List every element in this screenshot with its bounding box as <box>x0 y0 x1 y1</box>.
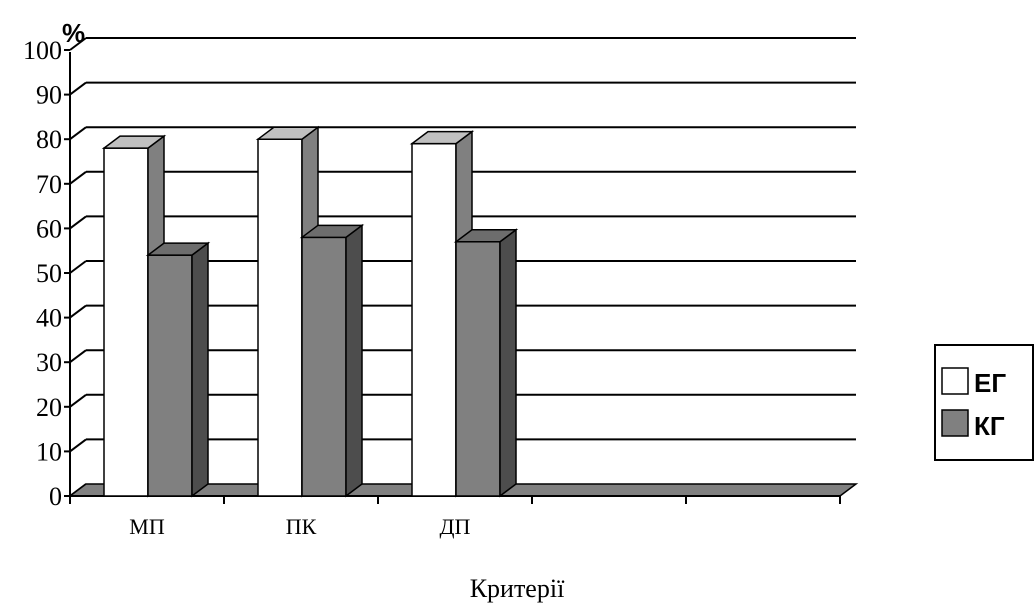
bar-top-face <box>101 135 167 149</box>
bar-eg <box>101 134 167 498</box>
x-axis-title: Критерії <box>470 574 565 603</box>
bar-side-face <box>191 241 209 498</box>
bar-front-face <box>257 138 303 497</box>
y-tick-label: 90 <box>36 81 62 110</box>
y-tick-label: 70 <box>36 170 62 199</box>
bar-front-face <box>301 236 347 497</box>
grid-depth-line <box>69 438 87 453</box>
bar-top-face <box>453 229 519 243</box>
labels: 0 10 20 30 40 50 60 70 80 90 100 МП ПК ДП <box>23 36 471 539</box>
grid-depth-line <box>69 37 87 51</box>
grid-depth-line <box>69 393 87 408</box>
grid-depth-line <box>69 349 87 364</box>
bar-top-face <box>299 224 365 239</box>
x-category-label: МП <box>129 514 165 539</box>
legend-label-kg: КГ <box>974 411 1005 441</box>
bar-side-face <box>499 228 517 498</box>
y-tick-label: 40 <box>36 304 62 333</box>
legend-swatch-kg <box>941 409 969 437</box>
y-unit-label: % <box>62 18 85 48</box>
y-tick-label: 10 <box>36 437 62 466</box>
grid-depth-line <box>69 304 87 319</box>
grid-depth-line <box>69 126 87 140</box>
bar-side-face <box>345 223 363 498</box>
legend-label-eg: ЕГ <box>974 368 1006 398</box>
bar-front-face <box>147 254 193 497</box>
y-tick-label: 0 <box>49 482 62 511</box>
bar-kg <box>145 241 211 498</box>
legend: ЕГ КГ <box>934 344 1034 461</box>
x-category-label: ДП <box>440 514 471 539</box>
grid-depth-line <box>69 171 87 185</box>
legend-box <box>934 344 1034 461</box>
y-tick-label: 60 <box>36 214 62 243</box>
y-tick-label: 80 <box>36 125 62 154</box>
x-category-label: ПК <box>286 514 317 539</box>
bar-front-face <box>455 241 501 497</box>
y-tick-label: 50 <box>36 259 62 288</box>
grid-depth-line <box>69 260 87 274</box>
bar-kg <box>299 223 365 498</box>
y-tick-label: 20 <box>36 393 62 422</box>
bar-top-face <box>145 242 211 256</box>
grid-depth-line <box>69 81 87 96</box>
bar-front-face <box>411 142 457 497</box>
bar-top-face <box>409 130 475 145</box>
legend-swatch-eg <box>941 367 969 395</box>
bars <box>101 125 519 498</box>
y-tick-label: 30 <box>36 348 62 377</box>
bar-kg <box>453 228 519 498</box>
y-tick-label: 100 <box>23 36 62 65</box>
bar-top-face <box>255 126 321 140</box>
grid-depth-line <box>69 215 87 230</box>
bar-front-face <box>103 147 149 497</box>
